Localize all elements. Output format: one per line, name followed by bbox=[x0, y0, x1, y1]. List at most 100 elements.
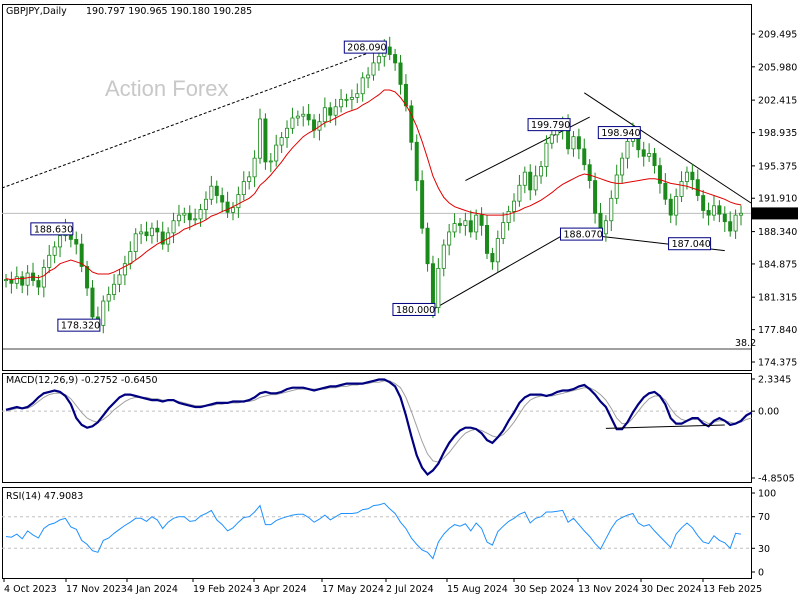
time-axis-label: 30 Sep 2024 bbox=[514, 584, 574, 595]
candle-body bbox=[209, 185, 214, 200]
price-annotation-box bbox=[527, 118, 571, 132]
candle-body bbox=[225, 201, 230, 213]
candle-body bbox=[36, 280, 41, 288]
candle-body bbox=[668, 198, 673, 216]
candle-body bbox=[409, 105, 414, 143]
candle-body bbox=[576, 136, 581, 150]
candle-body bbox=[9, 279, 14, 284]
candle-body bbox=[739, 212, 744, 216]
watermark-text: Action Forex bbox=[105, 76, 229, 101]
candle-body bbox=[517, 184, 522, 202]
candle-body bbox=[463, 220, 468, 226]
candle-body bbox=[506, 211, 511, 224]
candle-body bbox=[609, 197, 614, 222]
candle-body bbox=[641, 149, 646, 157]
last-price-badge bbox=[752, 207, 798, 220]
candle-body bbox=[733, 214, 738, 232]
candle-body bbox=[306, 113, 311, 121]
macd-header: MACD(12,26,9) -0.2752 -0.6450 bbox=[6, 375, 158, 386]
candle-body bbox=[344, 98, 349, 101]
macd-axis-label: 0.00 bbox=[758, 407, 779, 418]
candle-body bbox=[128, 251, 133, 265]
candle-body bbox=[295, 115, 300, 119]
candle-body bbox=[328, 107, 333, 116]
price-annotation-box bbox=[392, 302, 436, 316]
candle-body bbox=[117, 274, 122, 285]
candle-body bbox=[625, 140, 630, 159]
ohlc-readout: 190.797 190.965 190.180 190.285 bbox=[86, 6, 252, 17]
macd-trendline bbox=[605, 424, 725, 429]
time-axis-label: 2 Jul 2024 bbox=[386, 584, 434, 595]
price-annotation-label: 187.040 bbox=[672, 239, 711, 250]
candle-body bbox=[230, 207, 235, 213]
rsi-header: RSI(14) 47.9083 bbox=[6, 491, 83, 502]
macd-axis-label: 2.3345 bbox=[758, 375, 791, 386]
candle-body bbox=[549, 134, 554, 144]
price-annotation-box bbox=[57, 318, 101, 332]
candle-body bbox=[587, 164, 592, 181]
candle-body bbox=[339, 98, 344, 108]
time-axis-label: 13 Nov 2024 bbox=[578, 584, 639, 595]
price-annotation-label: 198.940 bbox=[601, 128, 640, 139]
candle-body bbox=[79, 243, 84, 267]
candle-body bbox=[706, 210, 711, 216]
candle-body bbox=[684, 171, 689, 182]
candle-body bbox=[468, 220, 473, 233]
candle-body bbox=[187, 212, 192, 221]
candle-body bbox=[20, 276, 25, 286]
time-axis-label: 30 Dec 2024 bbox=[641, 584, 702, 595]
candle-body bbox=[522, 171, 527, 186]
candle-body bbox=[122, 263, 127, 276]
rsi-pane[interactable] bbox=[2, 502, 751, 560]
candle-body bbox=[355, 93, 360, 98]
candle-body bbox=[301, 113, 306, 117]
candle-body bbox=[312, 119, 317, 131]
candle-body bbox=[652, 153, 657, 167]
candle-body bbox=[112, 283, 117, 295]
candle-body bbox=[663, 182, 668, 200]
candle-body bbox=[711, 205, 716, 216]
candle-body bbox=[398, 62, 403, 85]
candle-body bbox=[528, 171, 533, 191]
candle-body bbox=[90, 287, 95, 318]
candle-body bbox=[647, 153, 652, 157]
price-axis-label: 184.875 bbox=[758, 259, 797, 270]
candle-body bbox=[263, 118, 268, 163]
candle-body bbox=[593, 180, 598, 214]
price-annotation-box bbox=[668, 237, 712, 251]
price-axis-label: 174.375 bbox=[758, 358, 797, 369]
price-pane[interactable]: 38.2 208.090 199.790 198.940 188.630 178.320 1… bbox=[1, 36, 756, 350]
sma-line bbox=[5, 89, 742, 281]
candle-body bbox=[85, 266, 90, 289]
candle-body bbox=[133, 233, 138, 252]
price-axis-label: 195.375 bbox=[758, 161, 797, 172]
candle-body bbox=[420, 180, 425, 229]
candle-body bbox=[101, 300, 106, 326]
candle-body bbox=[182, 212, 187, 216]
candle-body bbox=[441, 244, 446, 269]
candle-body bbox=[155, 227, 160, 233]
price-axis-label: 209.495 bbox=[758, 30, 797, 41]
candle-body bbox=[106, 294, 111, 302]
channel-upper-line bbox=[465, 116, 590, 182]
price-axis-label: 205.980 bbox=[758, 62, 797, 73]
candle-body bbox=[371, 62, 376, 76]
candle-body bbox=[717, 205, 722, 215]
price-annotation-box bbox=[343, 40, 387, 54]
candle-body bbox=[512, 200, 517, 212]
candle-body bbox=[452, 223, 457, 233]
macd-pane[interactable] bbox=[2, 378, 753, 477]
candle-body bbox=[176, 214, 181, 222]
candle-body bbox=[728, 221, 733, 232]
rsi-axis-label: 100 bbox=[758, 489, 776, 500]
time-axis-label: 17 Nov 2023 bbox=[66, 584, 127, 595]
candle-body bbox=[4, 279, 9, 281]
time-axis-label: 15 Aug 2024 bbox=[447, 584, 508, 595]
candle-body bbox=[425, 227, 430, 265]
channel-lower-line bbox=[432, 228, 574, 310]
candle-body bbox=[620, 157, 625, 176]
candle-body bbox=[457, 223, 462, 226]
candle-body bbox=[366, 74, 371, 79]
candle-body bbox=[139, 231, 144, 235]
